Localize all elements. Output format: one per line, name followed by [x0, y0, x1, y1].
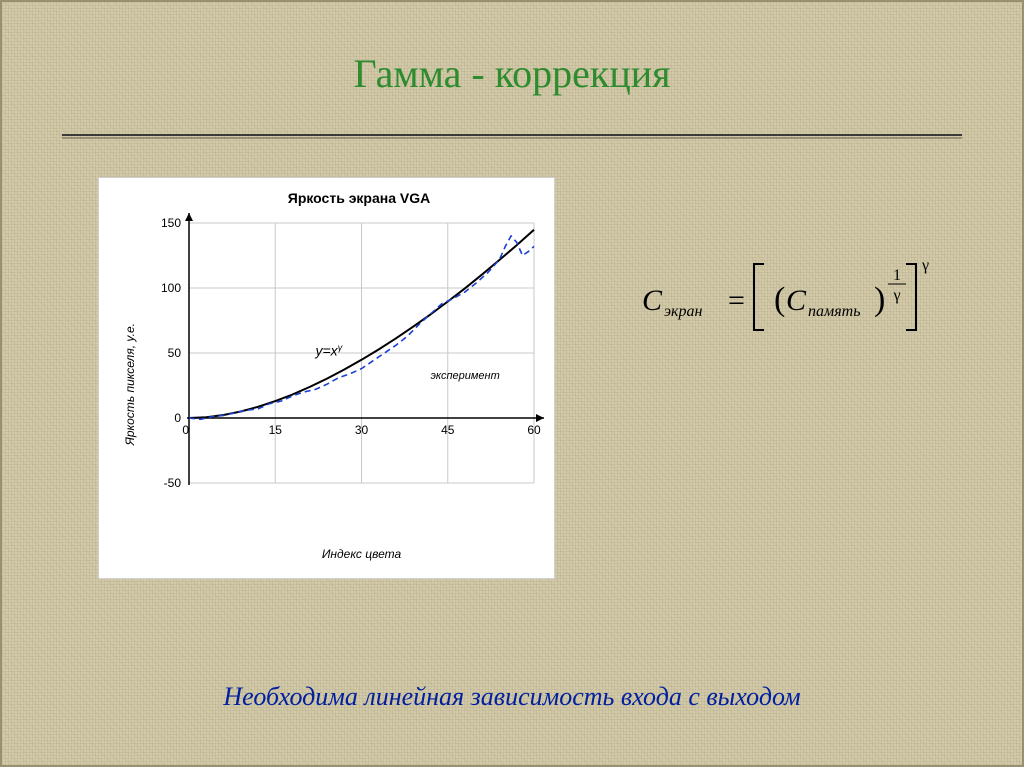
y-tick-label: 0: [174, 411, 181, 425]
x-tick-label: 0: [182, 423, 189, 437]
chart-panel: Яркость экрана VGA 0 15 30 45 60 -50 0 50 100 150 Я…: [98, 177, 555, 579]
svg-text:γ: γ: [921, 257, 929, 274]
y-tick-label: 50: [168, 346, 182, 360]
x-tick-label: 30: [355, 423, 369, 437]
formula-svg: Cэкран=(Cпамять)1γγ: [642, 252, 972, 342]
svg-text:γ: γ: [892, 287, 900, 304]
svg-text:C: C: [786, 284, 807, 317]
annot-theory: y=xγ: [315, 343, 343, 359]
svg-text:(: (: [774, 281, 785, 318]
x-axis-label: Индекс цвета: [322, 547, 402, 561]
y-tick-label: 150: [161, 216, 181, 230]
y-tick-label: -50: [164, 476, 182, 490]
slide-title: Гамма - коррекция: [2, 50, 1022, 97]
svg-text:=: =: [728, 284, 745, 317]
slide-caption: Необходима линейная зависимость входа с …: [2, 682, 1022, 712]
svg-text:C: C: [642, 284, 663, 317]
svg-text:память: память: [808, 303, 860, 320]
svg-text:): ): [874, 281, 885, 318]
chart-title: Яркость экрана VGA: [288, 190, 431, 206]
svg-text:экран: экран: [664, 303, 703, 320]
divider-line: [62, 134, 962, 136]
slide: Гамма - коррекция Яркость экрана VGA 0 15 3…: [0, 0, 1024, 767]
svg-text:1: 1: [893, 267, 901, 284]
x-tick-label: 60: [527, 423, 541, 437]
divider-shadow: [62, 137, 962, 139]
chart-svg: Яркость экрана VGA 0 15 30 45 60 -50 0 50 100 150 Я…: [99, 178, 554, 578]
annot-experiment: эксперимент: [431, 370, 500, 382]
formula: Cэкран=(Cпамять)1γγ: [642, 252, 972, 347]
y-axis-label: Яркость пикселя, у.е.: [123, 323, 137, 446]
x-tick-label: 45: [441, 423, 455, 437]
x-tick-label: 15: [269, 423, 283, 437]
y-tick-label: 100: [161, 281, 181, 295]
